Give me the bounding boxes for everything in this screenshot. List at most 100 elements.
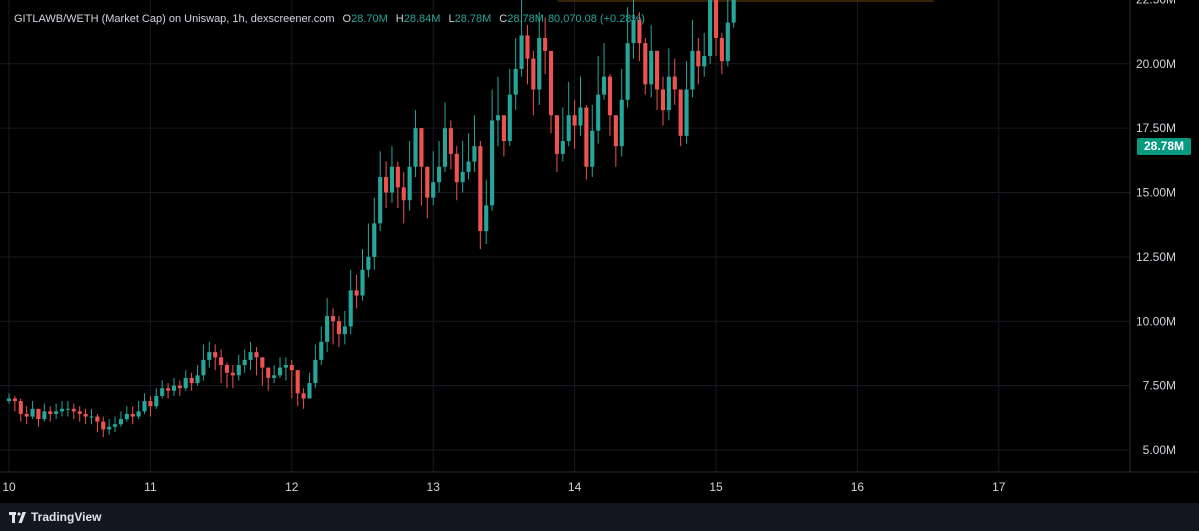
candle-body bbox=[112, 424, 118, 427]
legend-high-label: H bbox=[395, 13, 404, 25]
candle-body bbox=[154, 395, 159, 407]
candles bbox=[6, 0, 736, 438]
candle-body bbox=[655, 50, 660, 90]
candle-body bbox=[519, 35, 524, 69]
candle-body bbox=[637, 19, 642, 44]
candle-body bbox=[454, 153, 459, 183]
candle-body bbox=[649, 50, 654, 85]
legend-open-label: O bbox=[342, 13, 352, 25]
candle-body bbox=[472, 146, 477, 162]
candle-body bbox=[590, 130, 595, 167]
candle-body bbox=[189, 377, 194, 384]
candle-body bbox=[224, 365, 230, 373]
candle-body bbox=[543, 38, 548, 51]
candle-body bbox=[384, 177, 389, 193]
candle-body bbox=[36, 408, 41, 420]
candle-body bbox=[578, 107, 583, 126]
candle-body bbox=[366, 256, 371, 270]
candle-body bbox=[277, 367, 283, 376]
candle-body bbox=[54, 411, 59, 414]
candle-body bbox=[65, 408, 70, 410]
y-tick-label: 10.00M bbox=[1136, 314, 1176, 328]
candle-body bbox=[307, 383, 312, 399]
candle-body bbox=[631, 19, 636, 44]
candle-body bbox=[442, 128, 448, 167]
candle-body bbox=[507, 94, 512, 141]
candle-body bbox=[484, 205, 489, 232]
candle-body bbox=[666, 76, 671, 111]
legend-change: 80,070.08 (+0.28%) bbox=[547, 13, 645, 25]
y-tick-label: 15.00M bbox=[1136, 186, 1176, 200]
candle-body bbox=[625, 43, 630, 100]
candle-body bbox=[124, 413, 129, 420]
candle-body bbox=[672, 76, 677, 90]
candle-body bbox=[431, 182, 436, 198]
candle-body bbox=[236, 365, 241, 376]
candle-body bbox=[684, 89, 689, 136]
candle-body bbox=[183, 377, 188, 389]
tradingview-brand: TradingView bbox=[31, 510, 102, 524]
candle-body bbox=[678, 89, 683, 136]
candle-body bbox=[12, 398, 17, 402]
y-tick-label: 5.00M bbox=[1143, 443, 1176, 457]
candle-body bbox=[601, 76, 607, 95]
legend-low-label: L bbox=[448, 13, 455, 25]
candle-body bbox=[360, 269, 365, 296]
y-tick-label: 17.50M bbox=[1136, 121, 1176, 135]
candle-body bbox=[725, 22, 730, 62]
candle-body bbox=[42, 411, 47, 420]
candle-body bbox=[325, 316, 330, 342]
x-tick-label: 15 bbox=[709, 480, 723, 494]
candle-body bbox=[478, 146, 483, 232]
candle-body bbox=[24, 413, 29, 417]
candle-body bbox=[95, 416, 100, 422]
candle-body bbox=[336, 321, 341, 335]
x-tick-label: 17 bbox=[992, 480, 1006, 494]
candle-body bbox=[136, 411, 141, 417]
candle-body bbox=[30, 408, 35, 417]
candle-body bbox=[395, 166, 400, 188]
price-chart[interactable]: 5.00M 7.50M 10.00M 12.50M 15.00M 17.50M 20.00M… bbox=[0, 0, 1199, 503]
candle-body bbox=[619, 99, 624, 147]
candle-body bbox=[643, 43, 648, 85]
candle-body bbox=[142, 401, 147, 412]
x-tick-label: 16 bbox=[851, 480, 865, 494]
candle-body bbox=[77, 411, 82, 414]
candle-body bbox=[166, 388, 171, 391]
candle-body bbox=[660, 89, 666, 111]
candle-body bbox=[389, 166, 395, 193]
candle-body bbox=[466, 161, 471, 172]
candle-body bbox=[525, 35, 530, 59]
candle-body bbox=[71, 408, 76, 412]
tradingview-logo[interactable]: TradingView bbox=[9, 510, 101, 524]
candle-body bbox=[419, 128, 424, 167]
candle-body bbox=[719, 38, 724, 62]
candle-body bbox=[83, 413, 88, 417]
candle-body bbox=[266, 367, 271, 378]
x-tick-label: 12 bbox=[285, 480, 299, 494]
candle-body bbox=[319, 341, 324, 360]
candle-body bbox=[501, 115, 506, 141]
candle-body bbox=[596, 94, 601, 131]
candle-body bbox=[101, 421, 106, 430]
candle-body bbox=[59, 408, 65, 412]
last-price-tag: 28.78M bbox=[1137, 138, 1191, 155]
candle-body bbox=[378, 177, 383, 224]
x-tick-label: 13 bbox=[427, 480, 441, 494]
y-tick-label: 22.50M bbox=[1136, 0, 1176, 6]
candle-body bbox=[537, 38, 542, 90]
candle-body bbox=[89, 416, 94, 418]
candle-body bbox=[242, 359, 247, 366]
candle-body bbox=[295, 370, 300, 394]
candle-body bbox=[48, 411, 53, 414]
footer-bar: TradingView bbox=[0, 503, 1199, 531]
grid-lines bbox=[0, 0, 1130, 472]
legend-close-label: C bbox=[499, 13, 508, 25]
candle-body bbox=[548, 50, 554, 116]
x-tick-label: 14 bbox=[568, 480, 582, 494]
candle-body bbox=[219, 357, 224, 366]
candle-body bbox=[207, 352, 212, 360]
candle-body bbox=[289, 365, 294, 371]
candle-body bbox=[148, 401, 153, 407]
y-tick-label: 7.50M bbox=[1143, 379, 1176, 393]
